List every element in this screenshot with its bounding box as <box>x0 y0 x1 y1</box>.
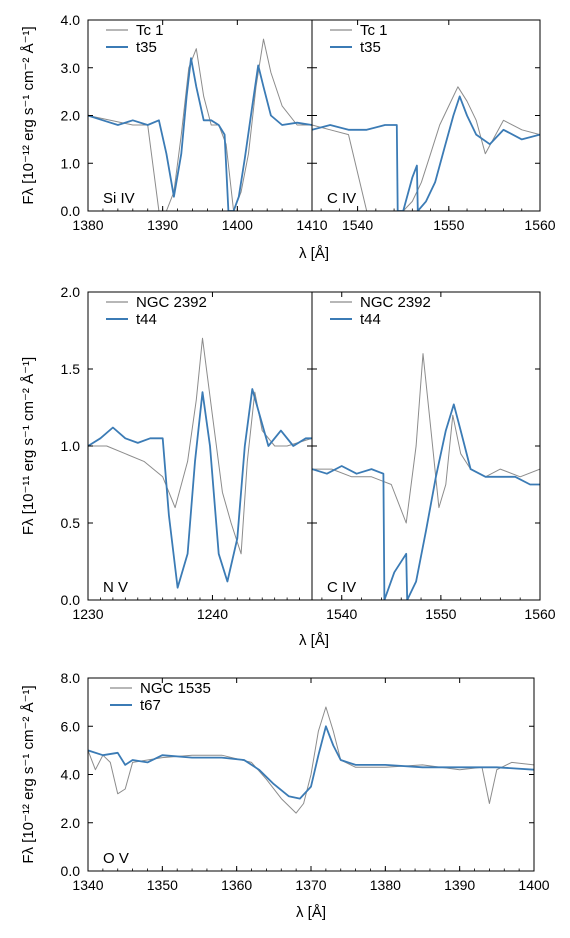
y-tick-label: 0.0 <box>61 863 81 879</box>
y-tick-label: 1.5 <box>61 361 81 377</box>
legend-entry: NGC 2392 <box>360 294 431 311</box>
legend-entry: t44 <box>360 311 381 328</box>
x-tick-label: 1540 <box>342 217 373 233</box>
legend-entry: t44 <box>136 311 157 328</box>
x-tick-label: 1340 <box>72 877 103 893</box>
legend-entry: Tc 1 <box>360 22 388 39</box>
x-tick-label: 1550 <box>433 217 464 233</box>
y-tick-label: 8.0 <box>61 670 81 686</box>
y-tick-label: 4.0 <box>61 12 81 28</box>
y-tick-label: 3.0 <box>61 60 81 76</box>
x-tick-label: 1540 <box>326 606 357 622</box>
legend-entry: t35 <box>360 39 381 56</box>
x-tick-label: 1410 <box>296 217 327 233</box>
x-tick-label: 1380 <box>72 217 103 233</box>
x-tick-label: 1560 <box>524 217 555 233</box>
legend-entry: t67 <box>140 697 161 714</box>
y-tick-label: 6.0 <box>61 718 81 734</box>
series-line-observed <box>88 337 312 555</box>
x-tick-label: 1380 <box>370 877 401 893</box>
series-line-model <box>312 95 540 211</box>
x-tick-label: 1230 <box>72 606 103 622</box>
series-line-model <box>312 403 540 600</box>
plot-frame <box>311 291 541 601</box>
y-tick-label: 1.0 <box>61 155 81 171</box>
series-line-observed <box>312 353 540 524</box>
x-tick-label: 1550 <box>425 606 456 622</box>
series-line-model <box>88 388 312 589</box>
y-axis-label: Fλ [10⁻¹² erg s⁻¹ cm⁻² Å⁻¹] <box>20 685 37 863</box>
legend-entry: Tc 1 <box>136 22 164 39</box>
y-tick-label: 2.0 <box>61 284 81 300</box>
ion-label: C IV <box>327 190 356 207</box>
plot-frame <box>311 19 541 212</box>
ion-label: C IV <box>327 579 356 596</box>
legend-entry: t35 <box>136 39 157 56</box>
series-line-model <box>88 57 312 211</box>
x-tick-label: 1360 <box>221 877 252 893</box>
y-tick-label: 0.5 <box>61 515 81 531</box>
ion-label: N V <box>103 579 128 596</box>
x-tick-label: 1400 <box>518 877 549 893</box>
y-axis-label: Fλ [10⁻¹¹ erg s⁻¹ cm⁻² Å⁻¹] <box>20 357 37 535</box>
x-tick-label: 1400 <box>222 217 253 233</box>
ion-label: O V <box>103 850 129 867</box>
y-tick-label: 1.0 <box>61 438 81 454</box>
series-line-observed <box>88 38 312 211</box>
x-tick-label: 1560 <box>524 606 555 622</box>
x-axis-label: λ [Å] <box>299 632 329 649</box>
panel-0: 1380 1390 1400 1410 0.0 1.0 2.0 3.0 4.0 Si IV Tc 1… <box>61 12 328 233</box>
ion-label: Si IV <box>103 190 135 207</box>
y-tick-label: 4.0 <box>61 767 81 783</box>
legend-entry: NGC 2392 <box>136 294 207 311</box>
x-tick-label: 1390 <box>444 877 475 893</box>
panel-4: 1340 1350 1360 1370 1380 1390 1400 0.0 2.0 4.0 6.0… <box>61 670 550 893</box>
x-tick-label: 1370 <box>295 877 326 893</box>
y-tick-label: 2.0 <box>61 815 81 831</box>
y-tick-label: 2.0 <box>61 108 81 124</box>
y-tick-label: 0.0 <box>61 203 81 219</box>
series-line-observed <box>88 706 534 814</box>
series-line-observed <box>312 86 540 211</box>
x-tick-label: 1390 <box>147 217 178 233</box>
plot-frame <box>87 19 313 212</box>
x-tick-label: 1240 <box>197 606 228 622</box>
x-axis-label: λ [Å] <box>296 904 326 921</box>
series-line-model <box>88 725 534 800</box>
legend-entry: NGC 1535 <box>140 680 211 697</box>
x-axis-label: λ [Å] <box>299 245 329 262</box>
y-tick-label: 0.0 <box>61 592 81 608</box>
y-axis-label: Fλ [10⁻¹² erg s⁻¹ cm⁻² Å⁻¹] <box>20 26 37 204</box>
x-tick-label: 1350 <box>147 877 178 893</box>
